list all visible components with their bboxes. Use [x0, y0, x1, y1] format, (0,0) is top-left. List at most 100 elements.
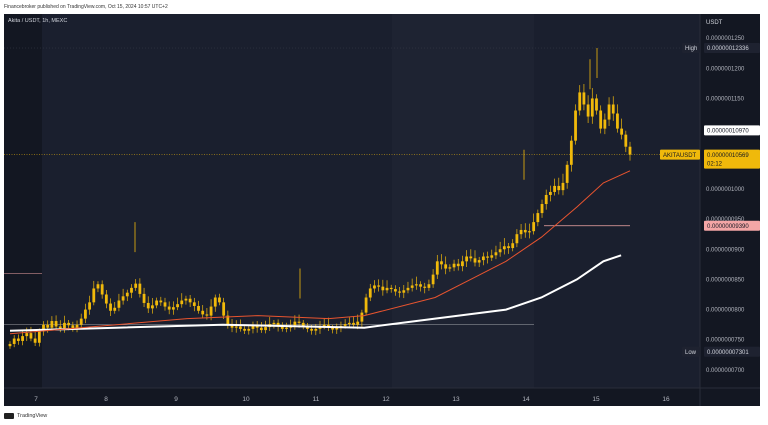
low-value-badge-bg: [704, 346, 760, 357]
publish-header: Financebroker published on TradingView.c…: [0, 0, 768, 14]
candle-body: [293, 321, 297, 326]
candle-body: [285, 327, 288, 329]
candle-body: [230, 324, 234, 328]
candle-body: [163, 302, 167, 307]
brand-label: TradingView: [17, 413, 48, 419]
candle-body: [205, 314, 209, 316]
y-tick-label: 0.0000000700: [706, 368, 745, 374]
candle-body: [377, 285, 381, 287]
candle-body: [251, 325, 255, 329]
candle-body: [595, 98, 598, 111]
candle-body: [21, 336, 24, 341]
candle-body: [402, 290, 406, 293]
candle-body: [465, 256, 469, 262]
candle-body: [364, 297, 368, 313]
level-red-badge-bg: [704, 220, 760, 231]
x-tick-label: 14: [522, 396, 530, 403]
chart-title: Akita / USDT, 1h, MEXC: [8, 18, 67, 24]
candle-body: [486, 256, 489, 258]
session-band: [392, 14, 534, 388]
candle-body: [469, 256, 473, 259]
candle-body: [188, 298, 192, 303]
candle-body: [515, 234, 519, 244]
candle-body: [540, 204, 544, 214]
candle-body: [419, 284, 422, 287]
price-chart[interactable]: Akita / USDT, 1h, MEXC USDT 0.0000001250 0.…: [4, 14, 760, 406]
candle-body: [255, 325, 259, 328]
y-tick-label: 0.0000001200: [706, 66, 745, 72]
candle-body: [565, 164, 569, 183]
candle-body: [138, 283, 142, 294]
candle-body: [569, 140, 573, 165]
candle-body: [180, 300, 184, 305]
candle-body: [100, 284, 104, 295]
candle-body: [109, 303, 112, 311]
candle-body: [75, 324, 79, 329]
candle-body: [239, 326, 242, 329]
x-tick-label: 9: [174, 396, 178, 403]
publish-info: Financebroker published on TradingView.c…: [4, 4, 168, 10]
x-tick-label: 12: [382, 396, 390, 403]
candle-body: [8, 343, 12, 347]
candle-body: [12, 338, 16, 344]
candle-body: [603, 119, 607, 129]
low-tag-bg: [682, 346, 700, 357]
candle-body: [427, 284, 431, 288]
candle-body: [406, 287, 410, 291]
candle-body: [226, 315, 230, 325]
candle-body: [389, 287, 393, 290]
y-tick-label: 0.0000000800: [706, 308, 745, 314]
candle-body: [590, 98, 594, 117]
candle-body: [502, 246, 506, 250]
candle-body: [586, 104, 590, 117]
price-axis[interactable]: [700, 14, 760, 406]
candle-body: [42, 324, 45, 332]
y-tick-label: 0.0000000750: [706, 338, 745, 344]
candle-body: [431, 274, 435, 285]
candle-body: [46, 324, 50, 328]
candle-body: [125, 292, 129, 297]
candle-body: [456, 263, 460, 267]
candle-body: [29, 333, 33, 339]
candle-body: [259, 327, 263, 331]
candle-body: [176, 304, 179, 308]
candle-body: [620, 128, 624, 135]
countdown-label: 02:12: [707, 162, 723, 168]
candle-body: [607, 104, 611, 120]
currency-label: USDT: [706, 20, 723, 26]
candle-body: [63, 322, 66, 329]
candle-body: [360, 312, 364, 322]
candle-body: [536, 213, 540, 223]
candle-body: [599, 110, 603, 129]
y-tick-label: 0.0000000900: [706, 247, 745, 253]
low-tag: Low: [685, 350, 697, 356]
candle-body: [356, 321, 360, 325]
candle-body: [33, 338, 37, 343]
candle-body: [67, 322, 71, 326]
candle-body: [222, 302, 226, 316]
candle-body: [578, 92, 582, 111]
candle-body: [616, 113, 619, 129]
candle-body: [498, 249, 502, 253]
candle-body: [88, 302, 91, 310]
candle-body: [130, 287, 133, 293]
high-tag: High: [685, 46, 697, 52]
level-red-badge: 0.00000009390: [707, 224, 749, 230]
candle-body: [440, 261, 443, 265]
candle-body: [528, 231, 531, 233]
symbol-tag-bg: [660, 149, 700, 160]
candle-body: [247, 328, 251, 331]
candle-body: [79, 318, 83, 325]
candle-body: [201, 310, 205, 315]
x-tick-label: 13: [452, 396, 460, 403]
candle-body: [297, 321, 301, 323]
low-value-badge: 0.00000007301: [707, 350, 749, 356]
candle-body: [264, 327, 267, 331]
candle-body: [314, 328, 318, 331]
candle-body: [310, 328, 314, 331]
session-band: [42, 14, 392, 388]
candle-body: [481, 256, 485, 261]
current-price-badge-bg: [704, 149, 760, 169]
chart-panel[interactable]: Akita / USDT, 1h, MEXC USDT 0.0000001250 0.…: [4, 14, 760, 406]
candle-body: [37, 331, 41, 343]
